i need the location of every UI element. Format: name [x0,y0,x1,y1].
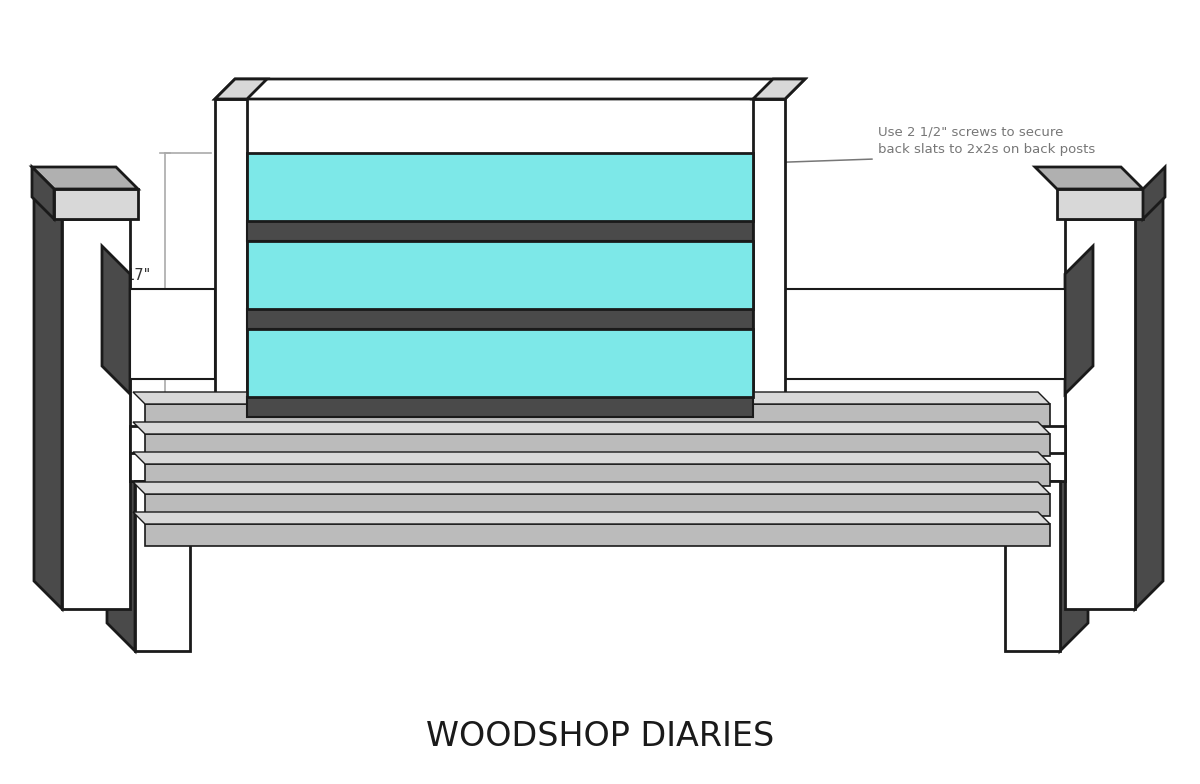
Bar [145,524,1050,546]
Polygon shape [754,79,805,99]
Polygon shape [1034,167,1142,189]
Bar [145,434,1050,456]
Polygon shape [1135,191,1163,609]
Bar [130,426,1066,481]
Bar [54,189,138,219]
Bar [247,329,754,397]
Polygon shape [32,167,138,189]
Text: 5": 5" [335,223,350,238]
Polygon shape [133,512,1050,524]
Bar [247,153,754,221]
Polygon shape [1060,453,1088,651]
Bar [62,219,130,609]
Bar [247,309,754,329]
Polygon shape [215,79,266,99]
Text: 5": 5" [335,311,350,326]
Text: 17": 17" [126,267,151,282]
Polygon shape [133,392,1050,404]
Bar [1006,481,1060,651]
Bar [1066,219,1135,609]
Polygon shape [34,191,62,609]
Bar [145,404,1050,426]
Polygon shape [107,453,134,651]
Bar [145,494,1050,516]
Bar [215,99,247,419]
Polygon shape [133,482,1050,494]
Bar [134,481,190,651]
Bar [130,289,215,379]
Bar [247,221,754,241]
Bar [754,99,785,419]
Polygon shape [1142,167,1165,219]
Bar [145,464,1050,486]
Bar [247,397,754,417]
Polygon shape [133,422,1050,434]
Bar [785,289,1066,379]
Polygon shape [102,246,130,394]
Bar [1057,189,1142,219]
Text: WOODSHOP DIARIES: WOODSHOP DIARIES [426,720,774,753]
Polygon shape [32,167,54,219]
Text: Use 2 1/2" screws to secure
back slats to 2x2s on back posts: Use 2 1/2" screws to secure back slats t… [878,125,1096,156]
Bar [247,241,754,309]
Polygon shape [1066,246,1093,394]
Polygon shape [133,452,1050,464]
Polygon shape [215,79,805,99]
Bar [130,453,1066,481]
